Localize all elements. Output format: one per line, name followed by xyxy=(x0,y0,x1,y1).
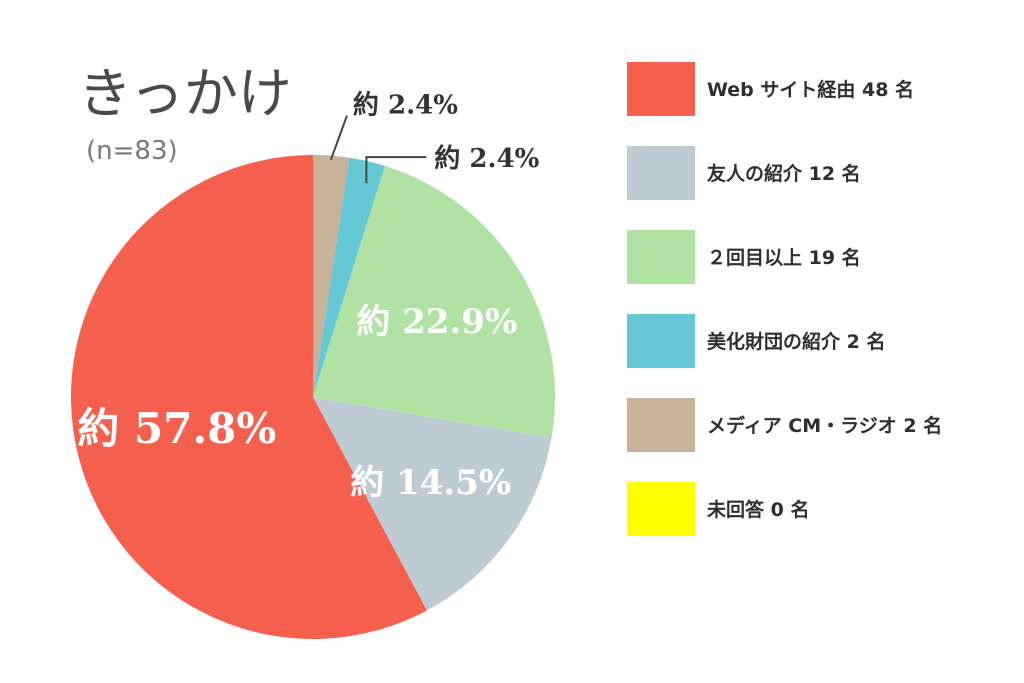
chart-title: きっかけ xyxy=(78,62,292,125)
legend-swatch xyxy=(627,62,695,116)
pie-slice xyxy=(313,155,350,397)
legend-label: 美化財団の紹介 2 名 xyxy=(707,330,885,353)
legend-label: メディア CM・ラジオ 2 名 xyxy=(707,414,942,437)
pie-slice xyxy=(70,155,427,639)
leader-line xyxy=(329,115,348,161)
legend-label: Web サイト経由 48 名 xyxy=(707,78,914,101)
chart-subtitle: (n=83) xyxy=(86,136,178,166)
legend-label: 未回答 0 名 xyxy=(706,498,809,521)
legend-label: ２回目以上 19 名 xyxy=(707,246,861,269)
pie-slices xyxy=(70,155,555,639)
slice-label: 約 2.4% xyxy=(353,90,458,121)
legend-swatch xyxy=(627,314,695,368)
pie-slice xyxy=(313,157,385,397)
legend-swatch xyxy=(627,230,695,284)
slice-label: 約 14.5% xyxy=(350,463,511,503)
leader-line xyxy=(365,156,427,184)
slice-label: 約 2.4% xyxy=(434,143,539,174)
legend-label: 友人の紹介 12 名 xyxy=(707,162,861,185)
slice-label: 約 22.9% xyxy=(356,302,517,342)
pie-labels: 約 2.4% 約 2.4% 約 22.9% 約 14.5% 約 57.8% xyxy=(77,90,539,503)
slice-label: 約 57.8% xyxy=(77,404,276,453)
legend-swatch xyxy=(627,398,695,452)
legend-swatch xyxy=(627,482,695,536)
legend-swatch xyxy=(627,146,695,200)
pie-slice xyxy=(313,397,552,611)
pie-slice xyxy=(313,165,555,438)
